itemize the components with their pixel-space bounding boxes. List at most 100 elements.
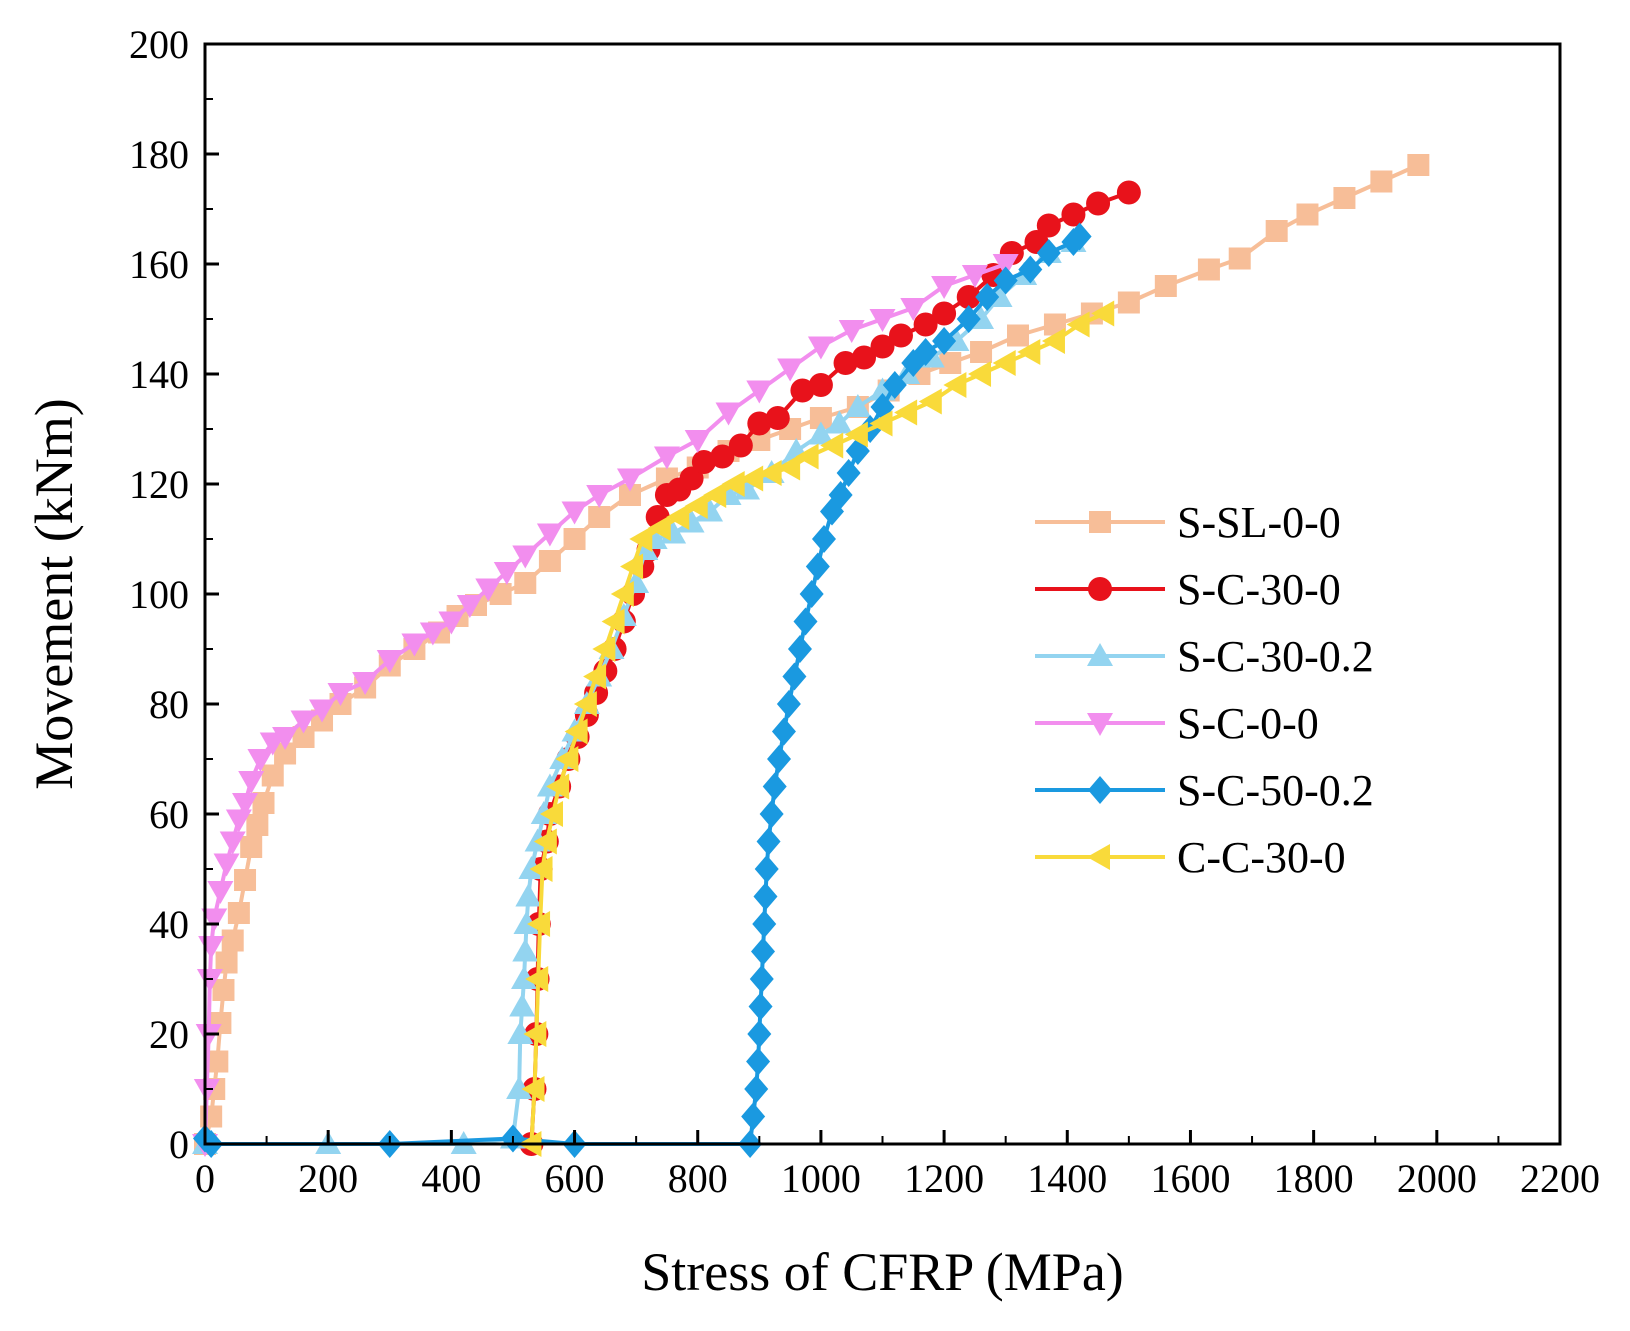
data-point (521, 1076, 545, 1102)
data-point (1036, 213, 1061, 238)
data-point (807, 336, 834, 360)
data-point (573, 691, 597, 717)
data-point (592, 636, 616, 662)
data-point (1086, 191, 1111, 216)
data-point (221, 929, 244, 952)
series-C-C-30-0 (518, 300, 1115, 1157)
data-point (762, 772, 787, 801)
data-point (215, 951, 238, 974)
data-point (533, 828, 557, 855)
data-point (274, 742, 297, 765)
data-point (327, 683, 354, 706)
data-point (844, 394, 871, 417)
data-point (514, 572, 537, 594)
data-point (401, 633, 428, 657)
x-tick-label: 1600 (1150, 1156, 1230, 1201)
data-point (932, 327, 957, 355)
data-point (227, 902, 250, 924)
legend-marker (1087, 643, 1113, 666)
data-point (728, 433, 753, 458)
data-point (1018, 255, 1043, 284)
series-layer (192, 154, 1430, 1158)
data-point (196, 969, 223, 992)
data-point (776, 690, 801, 718)
data-point (961, 265, 988, 288)
data-point (653, 446, 680, 470)
data-point (882, 371, 907, 399)
data-point (601, 608, 625, 635)
data-point (232, 793, 259, 816)
y-tick-label: 0 (169, 1122, 189, 1167)
data-point (754, 855, 779, 883)
data-point (787, 635, 812, 663)
data-point (795, 443, 819, 470)
legend-entry: S-C-30-0.2 (1035, 632, 1374, 681)
y-axis-title: Movement (kNm) (24, 398, 84, 789)
data-point (1061, 202, 1086, 227)
data-point (1091, 300, 1115, 327)
data-point (740, 465, 764, 492)
y-tick-label: 80 (149, 682, 189, 727)
legend-entry: S-C-50-0.2 (1035, 766, 1374, 815)
legend-entry: S-C-30-0 (1035, 565, 1341, 614)
data-point (777, 454, 801, 481)
data-point (539, 801, 563, 827)
data-point (610, 581, 634, 607)
data-point (968, 361, 992, 387)
data-point (555, 746, 579, 772)
y-tick-label: 120 (129, 462, 189, 507)
data-point (513, 911, 540, 934)
y-tick-label: 200 (129, 22, 189, 67)
data-point (807, 421, 834, 445)
data-point (475, 578, 502, 602)
data-point (1043, 313, 1066, 336)
data-point (852, 345, 877, 370)
data-point (309, 699, 336, 723)
y-axis: 0 20 40 60 80 100 120 140 160 180 200 (129, 22, 219, 1167)
data-point (746, 380, 773, 404)
data-point (1036, 239, 1061, 267)
data-point (894, 399, 918, 426)
legend-marker (1088, 776, 1112, 804)
data-point (932, 301, 957, 326)
data-point (992, 350, 1016, 376)
data-point (870, 334, 895, 359)
data-point (1017, 339, 1041, 365)
data-point (956, 305, 981, 333)
data-point (758, 460, 782, 486)
data-point (684, 493, 708, 519)
data-point (419, 622, 446, 646)
data-point (918, 388, 942, 415)
data-point (931, 276, 958, 299)
data-point (744, 1075, 769, 1103)
data-point (809, 407, 832, 429)
data-point (975, 283, 1000, 311)
data-point (828, 481, 853, 509)
data-point (767, 745, 792, 773)
data-point (240, 836, 263, 858)
data-point (238, 771, 265, 794)
legend-label: S-C-0-0 (1177, 699, 1319, 748)
data-point (1407, 154, 1430, 176)
data-point (751, 937, 776, 966)
data-point (200, 1105, 223, 1128)
data-point (782, 662, 807, 691)
data-point (527, 911, 551, 937)
data-point (684, 430, 711, 453)
data-point (207, 881, 234, 904)
y-tick-label: 20 (149, 1012, 189, 1057)
legend-label: S-SL-0-0 (1177, 498, 1341, 547)
plot-frame (203, 42, 1562, 1146)
legend-marker (1087, 844, 1110, 870)
data-point (586, 485, 613, 508)
data-point (212, 979, 235, 1001)
data-point (1116, 180, 1141, 205)
data-point (956, 285, 981, 309)
y-tick-label: 40 (149, 902, 189, 947)
y-tick-label: 60 (149, 792, 189, 837)
x-axis-title: Stress of CFRP (MPa) (641, 1242, 1124, 1302)
data-point (193, 1079, 220, 1102)
data-point (538, 550, 561, 572)
series-line (529, 190, 1130, 1145)
